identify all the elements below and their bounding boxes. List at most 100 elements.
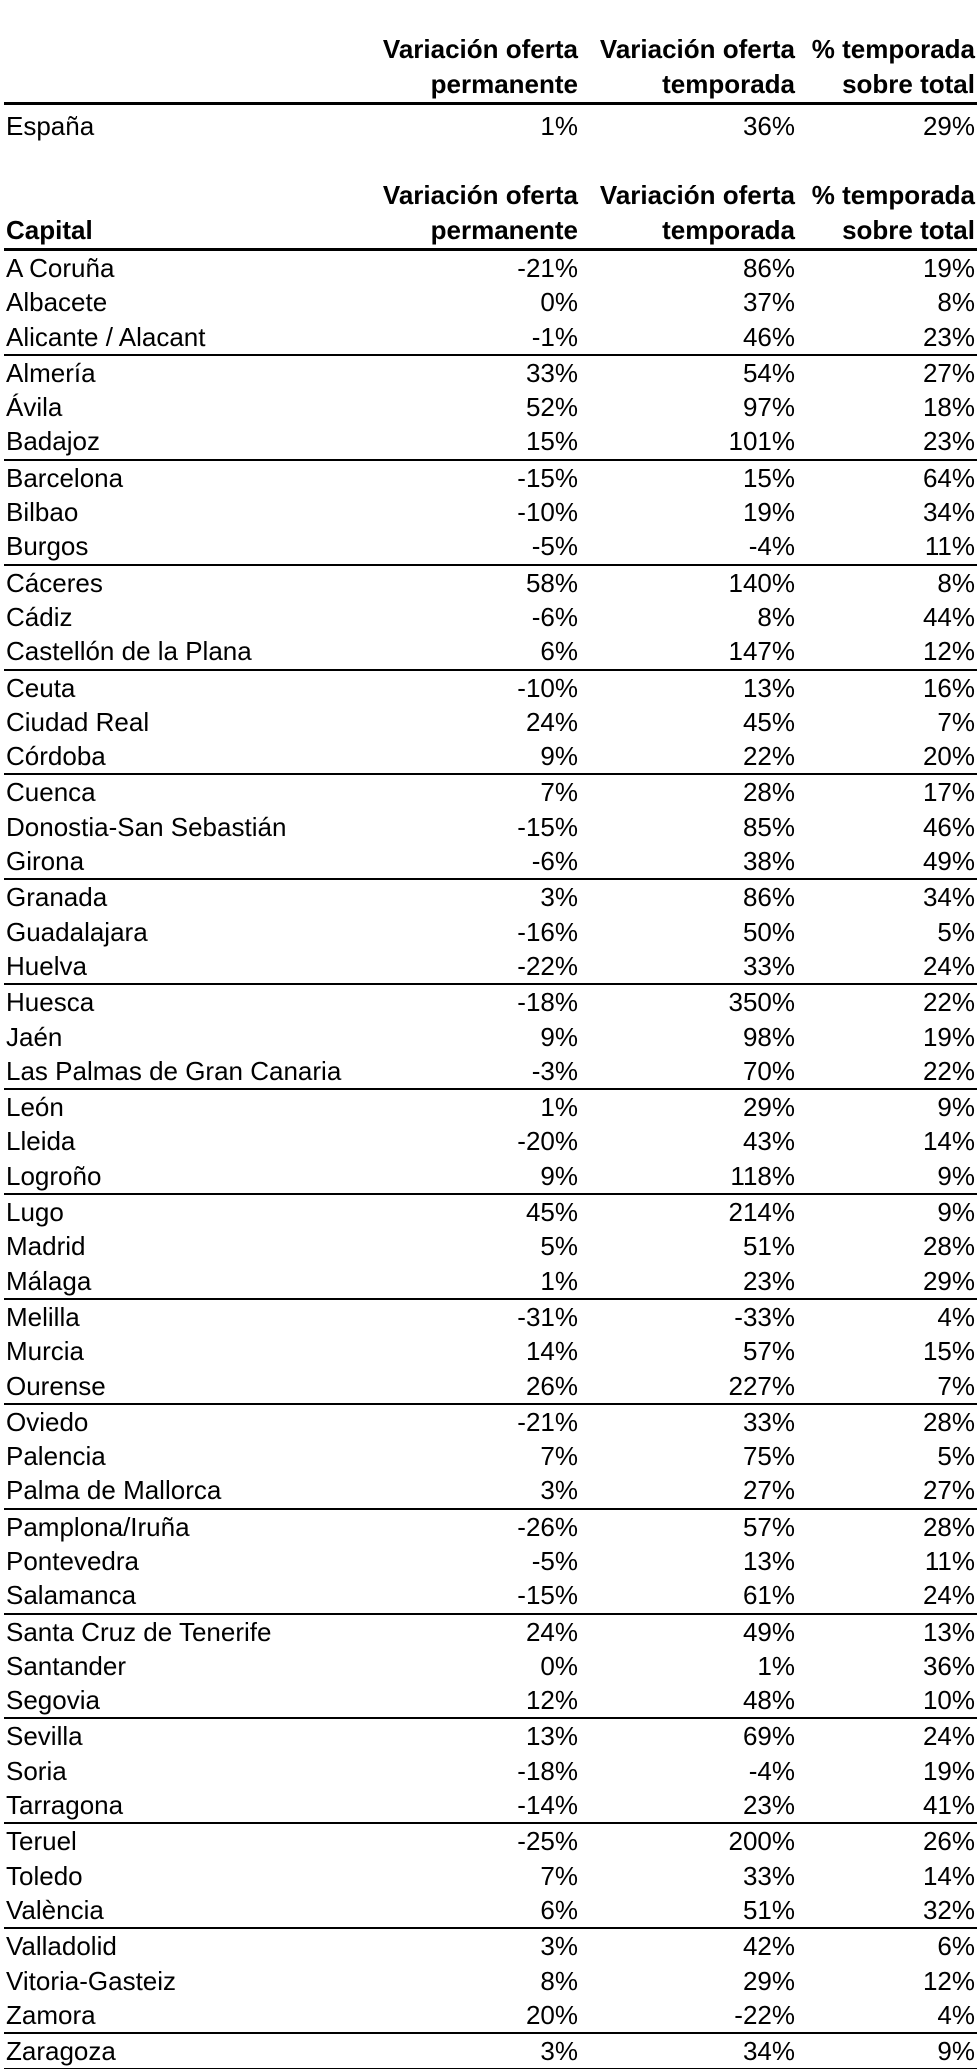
table-row: Huesca -18% 350% 22% (4, 984, 977, 1019)
value-cell: 27% (797, 1473, 977, 1510)
value-cell: 22% (797, 1053, 977, 1091)
value-cell: 32% (797, 1892, 977, 1930)
value-cell: 19% (922, 253, 975, 283)
row-label: Sevilla (6, 1721, 83, 1752)
value-cell: 200% (728, 1826, 796, 1857)
value-cell: 8% (937, 287, 975, 318)
table-row: Cuenca 7% 28% 17% (4, 774, 977, 809)
value-cell: 3% (540, 1931, 578, 1962)
value-cell: 28% (742, 777, 795, 808)
value-cell: 26% (922, 1826, 975, 1857)
table-row: Pamplona/Iruña -26% 57% 28% (4, 1509, 977, 1544)
header-line: permanente (430, 215, 578, 245)
row-label: Segovia (4, 1683, 340, 1720)
table-row: Palencia 7% 75% 5% (4, 1439, 977, 1473)
row-label: Santa Cruz de Tenerife (6, 1616, 272, 1647)
table-row: Barcelona -15% 15% 64% (4, 460, 977, 495)
value-cell: 36% (742, 111, 795, 141)
value-cell: 6% (340, 1892, 580, 1930)
column-header-capital: Capital (4, 178, 340, 251)
value-cell: 51% (742, 1231, 795, 1262)
value-cell: -22% (340, 948, 580, 986)
value-cell: 97% (742, 392, 795, 423)
value-cell: 43% (742, 1126, 795, 1157)
column-header-pct-temporada: % temporada sobre total (797, 178, 977, 251)
header-line: Variación oferta (382, 180, 578, 210)
value-cell: -22% (580, 1997, 797, 2035)
value-cell: 11% (797, 529, 977, 566)
value-cell: 29% (742, 1965, 795, 1996)
table-row: Cádiz -6% 8% 44% (4, 600, 977, 634)
value-cell: 70% (580, 1053, 797, 1091)
value-cell: 13% (922, 1616, 975, 1647)
row-label: Logroño (4, 1158, 340, 1196)
value-cell: -6% (340, 844, 580, 881)
row-label: Lleida (6, 1126, 76, 1157)
value-cell: 85% (742, 811, 795, 842)
row-label: Málaga (4, 1263, 340, 1300)
value-cell: -15% (340, 1578, 580, 1615)
value-cell: 20% (797, 739, 977, 776)
table-row: Santander 0% 1% 36% (4, 1649, 977, 1683)
value-cell: 38% (580, 844, 797, 881)
value-cell: 22% (580, 739, 797, 776)
table-row: Ciudad Real 24% 45% 7% (4, 705, 977, 739)
value-cell: -33% (734, 1301, 795, 1332)
value-cell: 18% (922, 392, 975, 423)
value-cell: 15% (922, 1336, 975, 1367)
value-cell: 23% (580, 1788, 797, 1825)
table-row: León 1% 29% 9% (4, 1089, 977, 1124)
row-label: Almería (6, 357, 96, 388)
value-cell: 51% (580, 1892, 797, 1930)
table-row: Albacete 0% 37% 8% (4, 285, 977, 319)
row-label: Alicante / Alacant (4, 319, 340, 356)
value-cell: 75% (742, 1441, 795, 1472)
column-header-permanente: Variación oferta permanente (340, 32, 580, 105)
table-row: Bilbao -10% 19% 34% (4, 495, 977, 529)
table-row: Girona -6% 38% 49% (4, 844, 977, 881)
column-header-permanente: Variación oferta permanente (340, 178, 580, 251)
header-line: % temporada (811, 34, 975, 64)
value-cell: 3% (340, 1473, 580, 1510)
table-row: Logroño 9% 118% 9% (4, 1158, 977, 1196)
value-cell: 4% (937, 1301, 975, 1332)
value-cell: 23% (797, 319, 977, 356)
table-row: València 6% 51% 32% (4, 1892, 977, 1930)
value-cell: 46% (922, 811, 975, 842)
row-label: Cáceres (6, 567, 103, 598)
value-cell: 27% (922, 357, 975, 388)
row-label: Barcelona (6, 462, 124, 493)
row-label: Zaragoza (4, 2033, 340, 2070)
row-label: A Coruña (6, 253, 115, 283)
value-cell: 11% (924, 1545, 975, 1576)
table-row: Cáceres 58% 140% 8% (4, 565, 977, 600)
table-row: Donostia-San Sebastián -15% 85% 46% (4, 810, 977, 844)
row-label: Vitoria-Gasteiz (6, 1965, 177, 1996)
value-cell: 19% (742, 497, 795, 528)
value-cell: 5% (937, 1441, 975, 1472)
table-row: Ceuta -10% 13% 16% (4, 670, 977, 705)
row-label: Palencia (6, 1441, 106, 1472)
value-cell: 23% (797, 424, 977, 461)
value-cell: 15% (340, 424, 580, 461)
value-cell: 33% (742, 1860, 795, 1891)
capitals-table: Capital Variación oferta permanente Vari… (4, 178, 977, 2070)
header-line: % temporada (811, 180, 975, 210)
value-cell: 24% (525, 1616, 578, 1647)
table-row: España 1% 36% 29% (4, 104, 977, 149)
table-row: Málaga 1% 23% 29% (4, 1263, 977, 1300)
value-cell: 58% (525, 567, 578, 598)
value-cell: 12% (797, 634, 977, 671)
header-line: Variación oferta (599, 34, 795, 64)
value-cell: -10% (517, 497, 578, 528)
value-cell: 61% (580, 1578, 797, 1615)
table-row: Lugo 45% 214% 9% (4, 1194, 977, 1229)
value-cell: 13% (525, 1721, 578, 1752)
row-label: Oviedo (6, 1406, 89, 1437)
table-row: Alicante / Alacant -1% 46% 23% (4, 319, 977, 356)
value-cell: 28% (922, 1511, 975, 1542)
row-label: Melilla (6, 1301, 80, 1332)
table-row: Toledo 7% 33% 14% (4, 1859, 977, 1893)
value-cell: 9% (340, 1158, 580, 1196)
